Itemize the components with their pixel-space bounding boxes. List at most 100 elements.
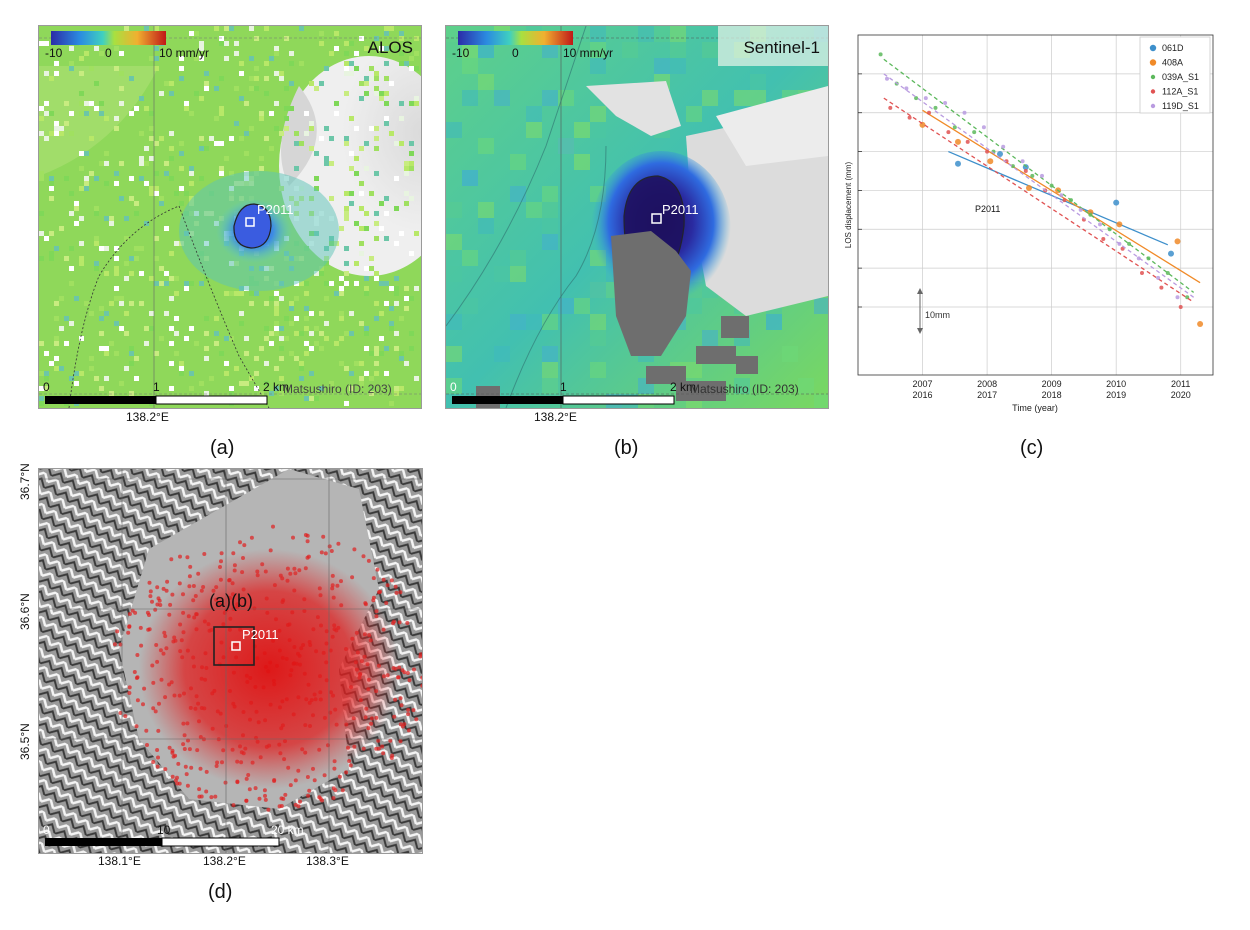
speckle-pixel — [169, 276, 174, 281]
point-408A — [1026, 185, 1032, 191]
speckle-pixel — [274, 366, 279, 371]
speckle-pixel — [174, 351, 179, 356]
ps-point — [263, 797, 268, 802]
ps-point — [156, 755, 160, 760]
speckle-pixel — [309, 346, 314, 351]
point-112A_S1 — [927, 110, 931, 115]
speckle-pixel — [379, 311, 384, 316]
speckle-pixel — [274, 306, 279, 311]
speckle-pixel — [379, 91, 384, 96]
speckle-pixel — [99, 51, 104, 56]
speckle-pixel — [374, 371, 379, 376]
speckle-pixel — [249, 301, 254, 306]
speckle-pixel — [379, 351, 384, 356]
point-039A_S1 — [878, 52, 883, 57]
alos-velocity-map — [39, 26, 421, 408]
speckle-pixel — [164, 281, 169, 286]
speckle-pixel — [289, 81, 294, 86]
speckle-pixel — [359, 381, 364, 386]
speckle-pixel — [374, 276, 379, 281]
speckle-pixel — [294, 141, 299, 146]
point-061D — [1113, 199, 1120, 206]
speckle-pixel — [44, 351, 49, 356]
speckle-pixel — [294, 331, 299, 336]
ps-point — [177, 781, 182, 786]
ps-point — [135, 653, 140, 657]
velocity-block — [446, 234, 462, 250]
speckle-pixel — [319, 41, 324, 46]
speckle-pixel — [394, 241, 399, 246]
speckle-pixel — [134, 106, 139, 111]
velocity-block — [510, 154, 526, 170]
ps-point — [138, 625, 143, 630]
speckle-pixel — [374, 346, 379, 351]
speckle-pixel — [259, 166, 264, 171]
speckle-pixel — [169, 386, 174, 391]
speckle-pixel — [354, 361, 359, 366]
speckle-pixel — [139, 246, 144, 251]
speckle-pixel — [54, 341, 59, 346]
plot-frame — [857, 34, 1214, 376]
velocity-block — [798, 378, 814, 394]
speckle-pixel — [369, 66, 374, 71]
colorbar-max-label: 10 mm/yr — [159, 46, 210, 60]
speckle-pixel — [59, 296, 64, 301]
speckle-pixel — [219, 36, 224, 41]
speckle-pixel — [254, 76, 259, 81]
speckle-pixel — [79, 241, 84, 246]
speckle-pixel — [69, 266, 74, 271]
ps-point — [340, 788, 345, 793]
ps-point — [144, 728, 149, 733]
speckle-pixel — [344, 211, 349, 216]
speckle-pixel — [64, 341, 69, 346]
speckle-pixel — [344, 191, 349, 196]
speckle-pixel — [104, 311, 109, 316]
legend-box — [1139, 36, 1211, 114]
speckle-pixel — [104, 351, 109, 356]
velocity-block — [478, 218, 494, 234]
speckle-pixel — [354, 66, 359, 71]
speckle-pixel — [104, 376, 109, 381]
ps-point — [197, 787, 202, 792]
speckle-pixel — [169, 361, 174, 366]
velocity-block — [446, 266, 462, 282]
speckle-pixel — [124, 236, 129, 241]
point-112A_S1 — [907, 115, 912, 120]
speckle-pixel — [329, 51, 334, 56]
speckle-pixel — [404, 286, 409, 291]
speckle-pixel — [229, 136, 234, 141]
speckle-pixel — [104, 116, 109, 121]
velocity-block — [686, 106, 702, 122]
speckle-pixel — [114, 126, 119, 131]
velocity-block — [542, 90, 558, 106]
speckle-pixel — [319, 136, 324, 141]
speckle-pixel — [269, 146, 274, 151]
speckle-pixel — [79, 371, 84, 376]
x-tick-label-bottom: 2017 — [977, 390, 997, 400]
point-119D_S1 — [1001, 144, 1006, 149]
speckle-pixel — [119, 381, 124, 386]
speckle-pixel — [379, 96, 384, 101]
velocity-block — [526, 122, 542, 138]
speckle-pixel — [339, 311, 344, 316]
speckle-pixel — [279, 71, 284, 76]
speckle-pixel — [249, 86, 254, 91]
speckle-pixel — [364, 291, 369, 296]
speckle-pixel — [299, 141, 304, 146]
speckle-pixel — [69, 131, 74, 136]
point-119D_S1 — [1175, 295, 1180, 300]
speckle-pixel — [364, 286, 369, 291]
speckle-pixel — [389, 131, 394, 136]
scalebar-two: 2 km — [263, 380, 290, 394]
speckle-pixel — [214, 316, 219, 321]
trend-line-112A_S1 — [883, 97, 1194, 303]
speckle-pixel — [134, 356, 139, 361]
speckle-pixel — [69, 46, 74, 51]
speckle-pixel — [379, 46, 384, 51]
speckle-pixel — [394, 176, 399, 181]
speckle-pixel — [289, 306, 294, 311]
speckle-pixel — [349, 311, 354, 316]
speckle-pixel — [49, 76, 54, 81]
scalebar-two: 2 km — [670, 380, 697, 394]
velocity-block — [814, 298, 828, 314]
